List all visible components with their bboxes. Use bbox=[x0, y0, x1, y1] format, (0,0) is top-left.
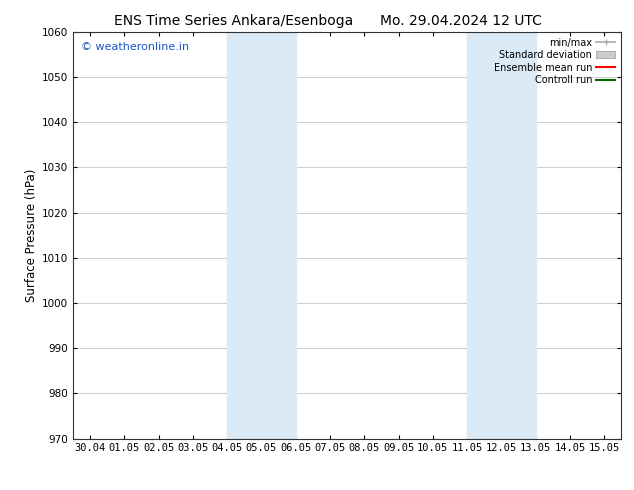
Text: © weatheronline.in: © weatheronline.in bbox=[81, 42, 190, 52]
Bar bbox=[227, 32, 295, 439]
Legend: min/max, Standard deviation, Ensemble mean run, Controll run: min/max, Standard deviation, Ensemble me… bbox=[489, 34, 619, 89]
Bar bbox=[467, 32, 536, 439]
Text: ENS Time Series Ankara/Esenboga: ENS Time Series Ankara/Esenboga bbox=[114, 14, 353, 28]
Y-axis label: Surface Pressure (hPa): Surface Pressure (hPa) bbox=[25, 169, 37, 302]
Text: Mo. 29.04.2024 12 UTC: Mo. 29.04.2024 12 UTC bbox=[380, 14, 542, 28]
